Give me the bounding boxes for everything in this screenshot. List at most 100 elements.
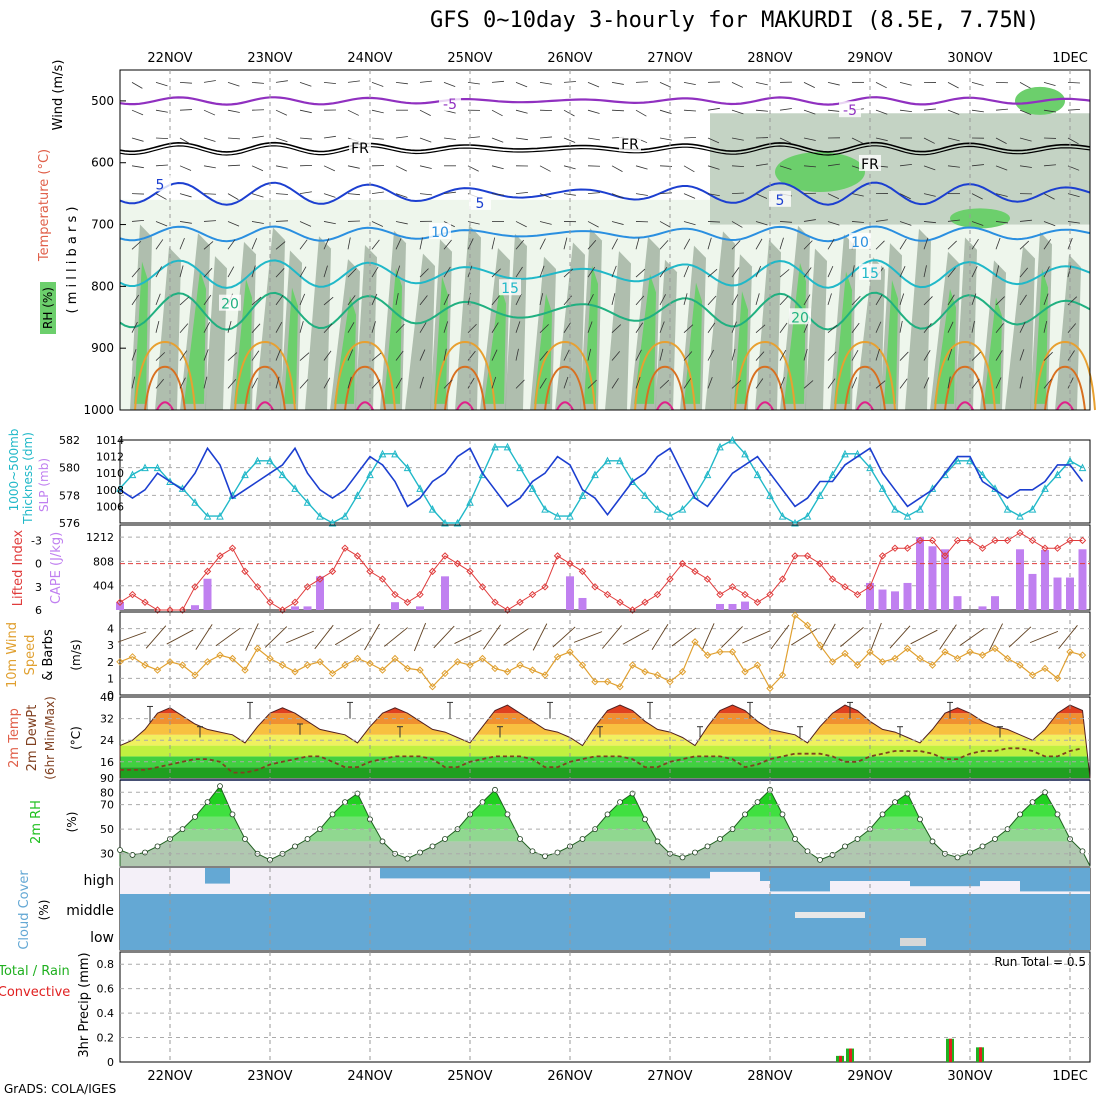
cape-bar-69 xyxy=(978,606,987,610)
wind-point-12 xyxy=(266,654,274,663)
rh-point-46 xyxy=(692,849,698,856)
wind-point-75 xyxy=(1053,674,1062,683)
upper-wind-barb xyxy=(1043,293,1049,306)
wind-barb-12 xyxy=(413,622,427,652)
temp-band-4 xyxy=(120,724,1090,735)
wind-barb-32 xyxy=(889,625,911,649)
upper-wind-barb xyxy=(275,80,288,83)
upper-wind-barb xyxy=(419,109,431,116)
contour-25-lobe-5 xyxy=(634,340,696,411)
li-point-50 xyxy=(741,590,749,599)
upper-wind-barb xyxy=(251,238,258,250)
temp-ylabel-1: 2m Temp xyxy=(7,708,22,768)
upper-wind-barb xyxy=(155,293,161,306)
wind-barb-9 xyxy=(334,628,362,646)
upper-wind-barb xyxy=(923,221,936,224)
rh-point-69 xyxy=(979,843,986,850)
rh-band-1 xyxy=(120,829,1090,842)
upper-wind-barb xyxy=(299,137,312,140)
li-point-75 xyxy=(1053,544,1062,552)
top-day-label-2: 24NOV xyxy=(347,51,392,66)
upper-wind-barb xyxy=(683,165,695,173)
wind-point-25 xyxy=(428,682,437,691)
upper-wind-barb xyxy=(971,193,983,200)
upper-wind-barb xyxy=(923,377,930,389)
li-point-19 xyxy=(353,552,362,560)
upper-wind-barb xyxy=(1067,265,1072,278)
cape-bar-73 xyxy=(1028,573,1037,610)
thickness-point-45 xyxy=(678,505,687,513)
top-day-label-9: 1DEC xyxy=(1052,51,1088,66)
upper-wind-barb xyxy=(155,378,165,389)
upper-wind-barb xyxy=(899,81,912,86)
upper-wind-barb xyxy=(395,293,399,305)
wind-tick-0: 4 xyxy=(107,623,114,636)
upper-wind-barb xyxy=(395,221,408,225)
li-point-48 xyxy=(716,590,724,599)
upper-wind-barb xyxy=(227,164,241,167)
upper-wind-barb xyxy=(659,81,672,88)
wind-point-20 xyxy=(366,659,374,668)
li-point-60 xyxy=(866,583,874,591)
upper-wind-barb xyxy=(275,109,288,116)
upper-ytick-4: 900 xyxy=(91,341,114,355)
li-point-15 xyxy=(303,583,312,591)
li-point-71 xyxy=(1003,536,1012,545)
upper-wind-barb xyxy=(323,323,333,334)
wind-point-34 xyxy=(541,671,549,679)
upper-wind-barb xyxy=(539,350,548,361)
contour-25-lobe-2 xyxy=(334,340,396,411)
wind-ylabel-3: & Barbs xyxy=(41,629,56,681)
cape-bar-64 xyxy=(916,537,924,610)
wind-barb-2 xyxy=(166,629,194,645)
top-day-label-3: 25NOV xyxy=(447,51,492,66)
bottom-day-label-8: 30NOV xyxy=(947,1069,992,1084)
wind-point-67 xyxy=(953,654,962,663)
upper-wind-barb xyxy=(347,295,356,306)
upper-wind-barb xyxy=(947,165,960,168)
thickness-point-69 xyxy=(978,470,987,479)
thickness-point-62 xyxy=(891,505,899,513)
rh-ylabel: 2m RH xyxy=(29,800,44,844)
upper-wind-barb xyxy=(251,350,260,361)
upper-wind-barb xyxy=(803,294,811,306)
upper-wind-barb xyxy=(827,193,840,200)
wind-point-32 xyxy=(516,661,524,669)
upper-wind-barb xyxy=(779,108,792,111)
contour-10 xyxy=(119,225,1091,243)
upper-wind-barb xyxy=(203,376,208,389)
upper-wind-barb xyxy=(923,323,932,333)
thickness-ylabel-1: 1000~500mb xyxy=(7,429,21,512)
upper-wind-barb xyxy=(923,193,936,197)
contour-label-bg-6 xyxy=(469,193,491,210)
upper-wind-barb xyxy=(803,109,816,115)
upper-wind-barb xyxy=(971,221,984,226)
li-point-63 xyxy=(903,544,912,552)
cape-tick-2: 404 xyxy=(93,580,114,593)
upper-wind-barb xyxy=(203,193,217,195)
upper-wind-barb xyxy=(443,137,456,140)
upper-wind-barb xyxy=(923,108,936,111)
upper-wind-barb xyxy=(563,376,569,389)
slp-tick-2: 1010 xyxy=(96,467,124,480)
upper-ytick-2: 700 xyxy=(91,218,114,232)
wind-barb-10 xyxy=(364,623,380,651)
wind-point-11 xyxy=(253,644,262,653)
upper-wind-barb xyxy=(467,323,477,334)
rh-point-70 xyxy=(992,836,998,842)
thickness-point-73 xyxy=(1028,505,1037,513)
wind-point-39 xyxy=(603,678,612,686)
wind-point-15 xyxy=(303,661,312,669)
rh-point-26 xyxy=(442,836,448,842)
contour-label-bg-10 xyxy=(499,279,521,296)
thickness-point-57 xyxy=(828,470,837,479)
upper-wind-barb xyxy=(779,269,790,278)
upper-wind-barb xyxy=(275,220,289,222)
upper-wind-barb xyxy=(371,352,382,361)
wind-point-18 xyxy=(341,661,349,669)
li-point-58 xyxy=(841,583,849,591)
upper-wind-barb xyxy=(563,237,568,250)
upper-wind-barb xyxy=(611,293,616,306)
upper-wind-barb xyxy=(347,322,355,333)
thickness-point-60 xyxy=(866,463,874,472)
